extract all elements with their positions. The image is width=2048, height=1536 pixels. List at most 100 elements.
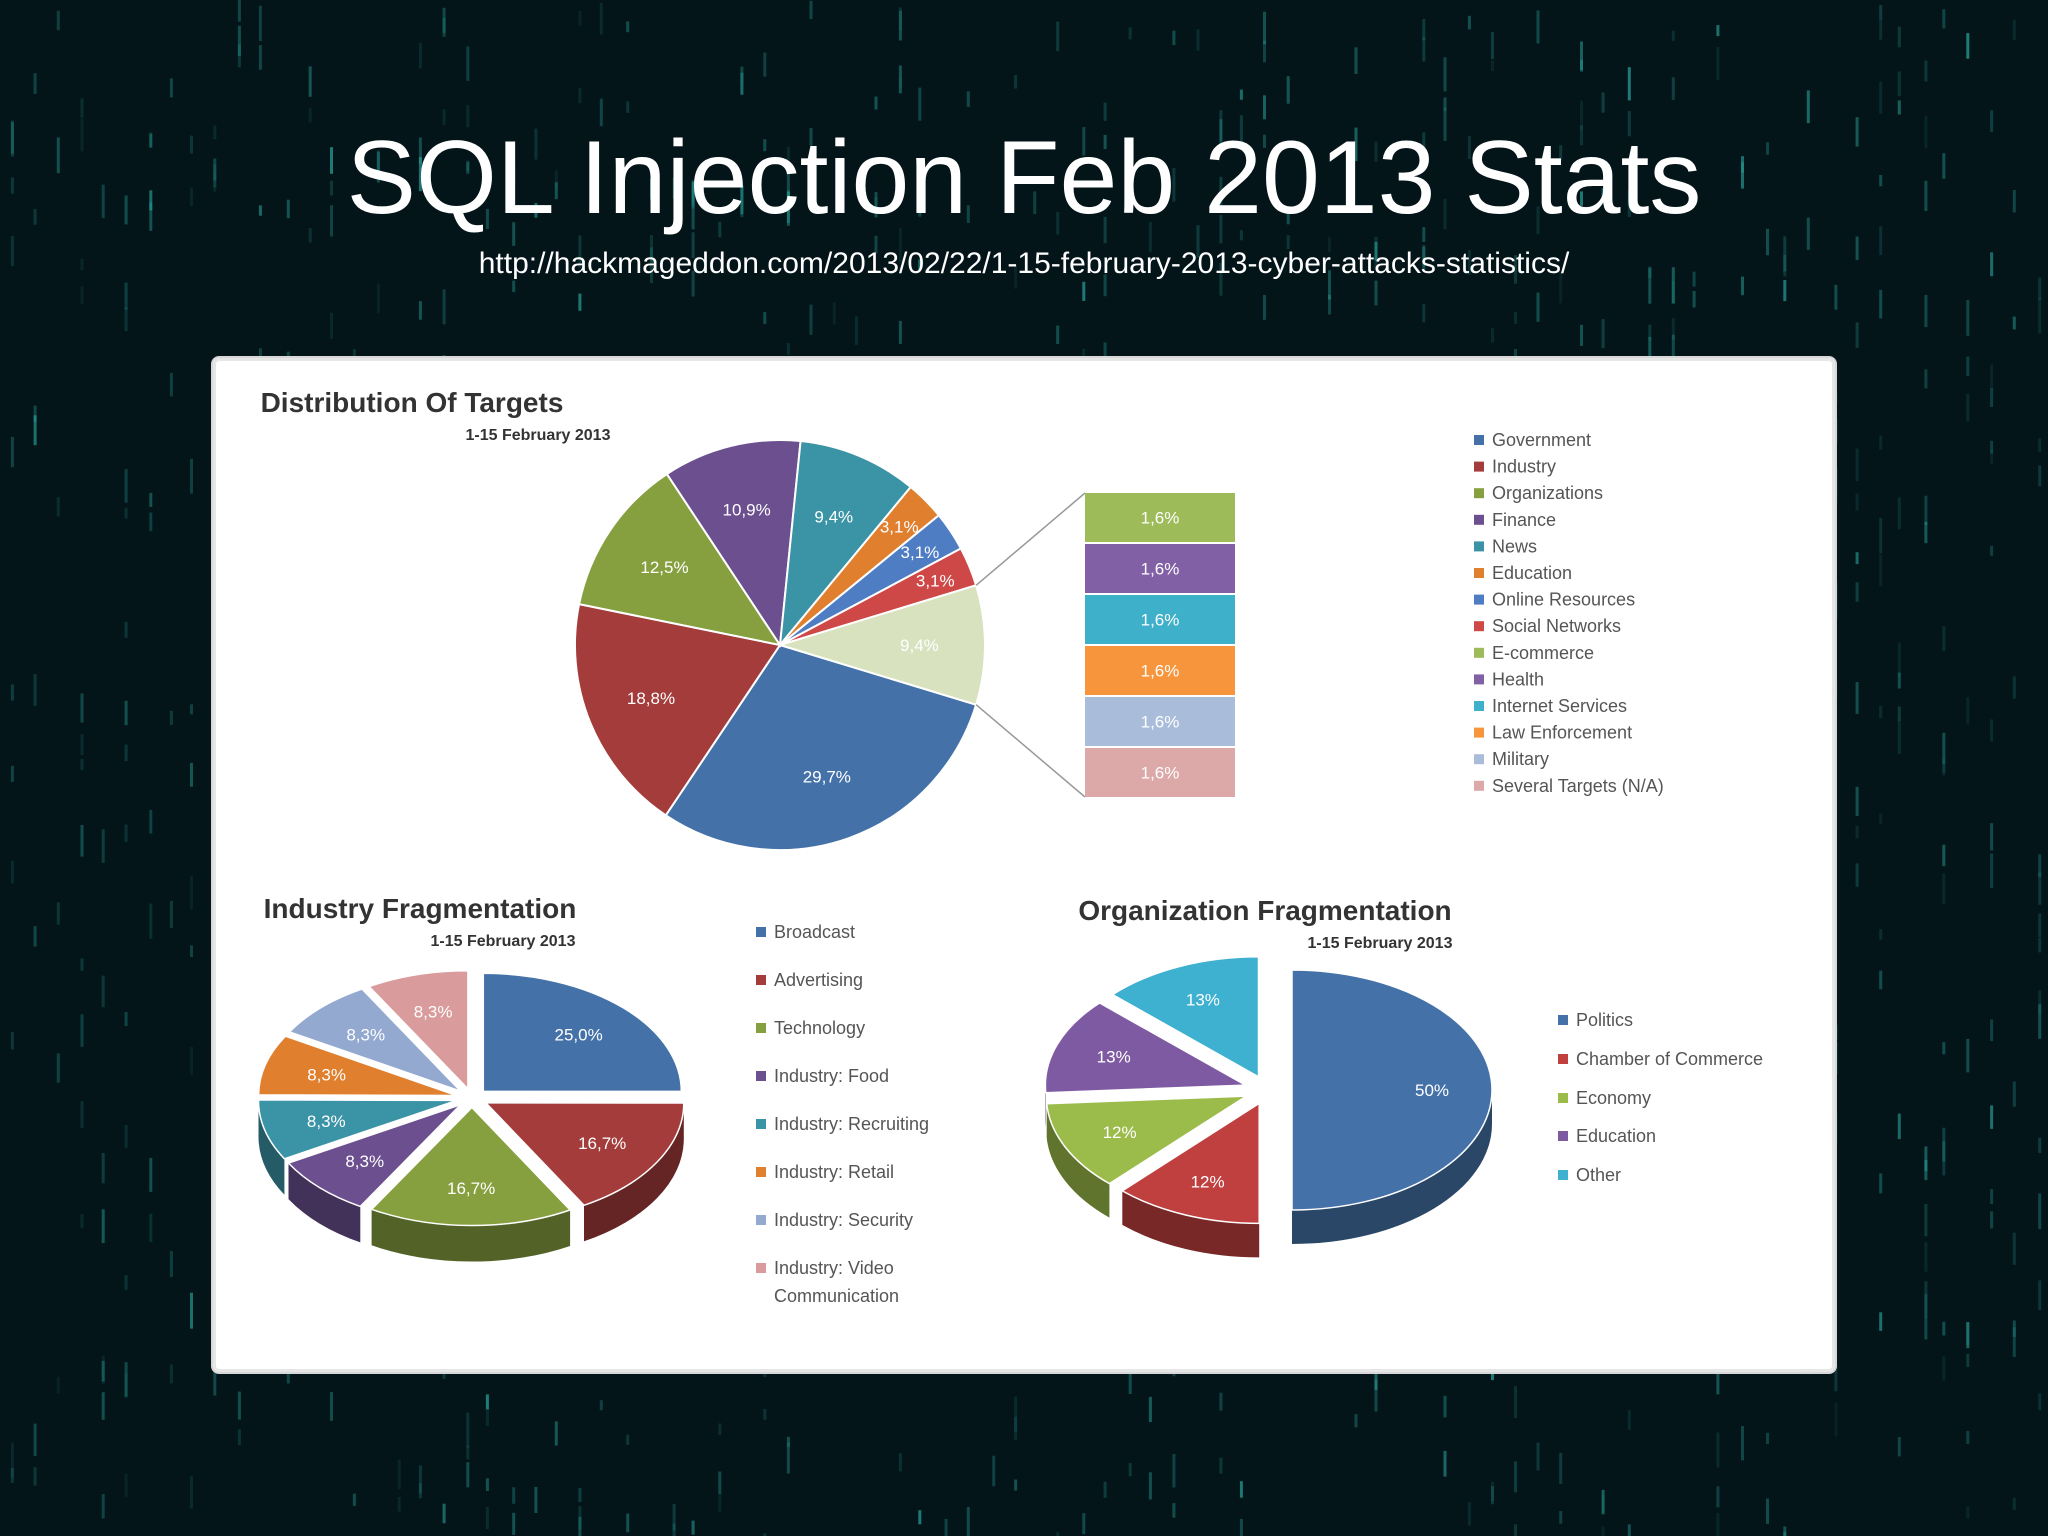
- breakout-bar: [1085, 544, 1235, 593]
- legend-label: Finance: [1492, 510, 1556, 530]
- breakout-bar: [1085, 748, 1235, 797]
- breakout-label: 1,6%: [1141, 560, 1180, 579]
- industry-fragmentation-chart: Industry Fragmentation 1-15 February 2013…: [257, 893, 929, 1306]
- legend-label: Health: [1492, 669, 1544, 689]
- slice-label: 12%: [1103, 1123, 1137, 1142]
- legend-swatch: [1474, 488, 1484, 499]
- chart-subtitle: 1-15 February 2013: [431, 933, 576, 950]
- pie-slice: [1045, 1095, 1250, 1185]
- legend-label: Industry: Retail: [774, 1162, 894, 1182]
- legend-label: Chamber of Commerce: [1576, 1049, 1763, 1069]
- legend-swatch: [1474, 435, 1484, 445]
- slice-label: 3,1%: [916, 572, 955, 591]
- chart-title: Distribution Of Targets: [261, 387, 564, 418]
- legend-swatch: [1474, 514, 1484, 525]
- pie-slice: [1120, 1102, 1260, 1225]
- pie-slice: [1044, 1002, 1249, 1094]
- pie-slice-side: [288, 1163, 361, 1243]
- breakout-label: 1,6%: [1141, 611, 1180, 630]
- legend-swatch: [1558, 1170, 1568, 1180]
- legend-label: Industry: Food: [774, 1066, 889, 1086]
- breakout-bar: [1085, 493, 1235, 542]
- pie-slice: [484, 1102, 685, 1207]
- slice-label: 3,1%: [880, 518, 919, 537]
- legend-label: Education: [1492, 563, 1572, 583]
- legend-swatch: [756, 1119, 766, 1129]
- legend-label: Online Resources: [1492, 590, 1635, 610]
- legend-label: Internet Services: [1492, 696, 1627, 716]
- legend-swatch: [1474, 727, 1484, 738]
- legend-swatch: [1474, 461, 1484, 472]
- legend-label: News: [1492, 536, 1537, 556]
- legend-label: Advertising: [774, 970, 863, 990]
- pie-slice: [1291, 969, 1493, 1211]
- legend-label: Several Targets (N/A): [1492, 776, 1664, 796]
- pie-slice: [577, 472, 783, 647]
- chart-subtitle: 1-15 February 2013: [1308, 935, 1453, 952]
- pie-slice: [574, 602, 782, 817]
- organization-fragmentation-chart: Organization Fragmentation 1-15 February …: [1044, 895, 1763, 1258]
- breakout-bar: [1085, 595, 1235, 644]
- chart-title: Industry Fragmentation: [264, 893, 577, 924]
- legend-label: Social Networks: [1492, 616, 1621, 636]
- legend-swatch: [1474, 541, 1484, 552]
- connector-line: [975, 704, 1086, 798]
- slice-label: 9,4%: [814, 507, 853, 526]
- slice-label: 13%: [1097, 1048, 1131, 1067]
- legend-label: Other: [1576, 1165, 1621, 1185]
- breakout-bar: [1085, 646, 1235, 695]
- slice-label: 8,3%: [345, 1152, 384, 1171]
- pie-slice: [665, 438, 802, 648]
- slice-label: 25,0%: [554, 1026, 602, 1045]
- legend-swatch: [1558, 1093, 1568, 1103]
- pie-slice: [370, 1106, 572, 1227]
- legend-label: Industry: Video: [774, 1258, 894, 1278]
- legend-label: Education: [1576, 1126, 1656, 1146]
- legend-swatch: [1474, 674, 1484, 685]
- slice-label: 12,5%: [640, 558, 688, 577]
- breakout-label: 1,6%: [1141, 713, 1180, 732]
- slice-label: 9,4%: [900, 636, 939, 655]
- legend-label: E-commerce: [1492, 643, 1594, 663]
- legend-swatch: [1474, 754, 1484, 765]
- pie-slice: [288, 988, 462, 1092]
- breakout-label: 1,6%: [1141, 662, 1180, 681]
- legend-swatch: [756, 1215, 766, 1225]
- slice-label: 10,9%: [722, 501, 770, 520]
- slice-label: 3,1%: [901, 543, 940, 562]
- pie-slice-side: [258, 1100, 285, 1195]
- legend-label: Industry: Security: [774, 1210, 913, 1230]
- legend-swatch: [1474, 647, 1484, 658]
- pie-slice: [482, 972, 683, 1093]
- slice-label: 16,7%: [578, 1134, 626, 1153]
- pie-slice-side: [1122, 1190, 1260, 1258]
- slice-label: 12%: [1191, 1173, 1225, 1192]
- pie-slice: [367, 970, 469, 1091]
- legend-label: Law Enforcement: [1492, 723, 1632, 743]
- pie-slice: [664, 643, 978, 851]
- legend-label: Military: [1492, 749, 1549, 769]
- slice-label: 8,3%: [414, 1002, 453, 1021]
- legend-swatch: [1474, 568, 1484, 578]
- distribution-of-targets-chart: Distribution Of Targets 1-15 February 201…: [261, 387, 1664, 851]
- pie-slice-side: [584, 1103, 684, 1242]
- pie-slice-side: [1046, 1103, 1110, 1218]
- breakout-bar: [1085, 697, 1235, 746]
- legend-swatch: [756, 1263, 766, 1273]
- slice-label: 16,7%: [447, 1179, 495, 1198]
- legend-label: Industry: Recruiting: [774, 1114, 929, 1134]
- legend-label: Industry: [1492, 457, 1556, 477]
- chart-subtitle: 1-15 February 2013: [466, 427, 611, 444]
- legend-label: Broadcast: [774, 922, 855, 942]
- legend-swatch: [1474, 621, 1484, 632]
- legend-swatch: [1474, 594, 1484, 605]
- legend-label: Technology: [774, 1018, 865, 1038]
- slice-label: 29,7%: [803, 767, 851, 786]
- pie-slice: [776, 584, 986, 706]
- pie-slice: [1111, 956, 1260, 1079]
- legend-swatch: [1558, 1131, 1568, 1141]
- legend-swatch: [756, 1071, 766, 1081]
- legend-label: Government: [1492, 430, 1591, 450]
- breakout-label: 1,6%: [1141, 764, 1180, 783]
